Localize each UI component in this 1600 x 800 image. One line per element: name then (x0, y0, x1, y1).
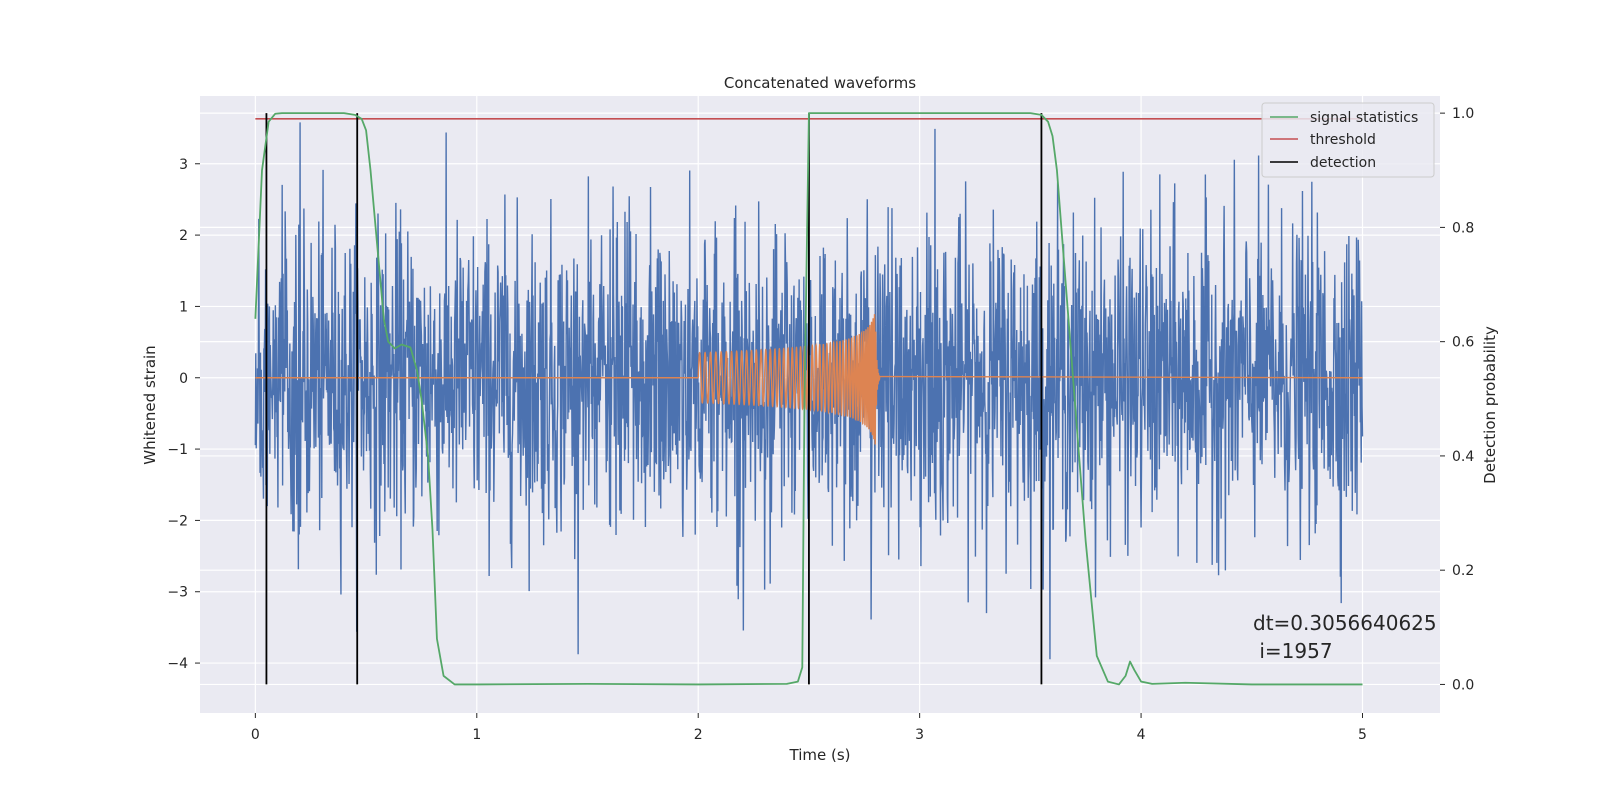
y-tick-label: −2 (167, 513, 188, 529)
chart-title: Concatenated waveforms (724, 74, 916, 92)
annotation-dt: dt=0.3056640625 (1253, 611, 1437, 635)
y2-tick-label: 0.4 (1452, 449, 1474, 465)
y2-tick-label: 0.2 (1452, 563, 1474, 579)
x-tick-label: 5 (1358, 727, 1367, 743)
x-axis-label: Time (s) (789, 746, 851, 764)
signal-statistics-line (254, 112, 1363, 686)
y2-tick-label: 0.0 (1452, 677, 1474, 693)
x-tick-label: 1 (472, 727, 481, 743)
legend: signal statistics threshold detection (1261, 102, 1435, 178)
y-tick-label: 1 (179, 299, 188, 315)
y2-tick-label: 1.0 (1452, 106, 1474, 122)
annotation-i: i=1957 (1253, 639, 1333, 663)
y-tick-label: −3 (167, 585, 188, 601)
x-tick-label: 2 (694, 727, 703, 743)
y-tick-label: 0 (179, 371, 188, 387)
x-tick-label: 3 (915, 727, 924, 743)
legend-label-signal-statistics: signal statistics (1310, 110, 1418, 126)
x-tick-label: 4 (1137, 727, 1146, 743)
y-tick-label: −4 (167, 656, 188, 672)
x-tick-label: 0 (251, 727, 260, 743)
y-tick-label: 2 (179, 228, 188, 244)
series-right-axis (254, 112, 1363, 686)
y2-tick-label: 0.6 (1452, 335, 1474, 351)
legend-label-threshold: threshold (1310, 132, 1376, 148)
chirp-line (255, 314, 1363, 445)
y2-axis-label: Detection probability (1481, 326, 1499, 484)
y2-tick-label: 0.8 (1452, 220, 1474, 236)
y-axis-label: Whitened strain (141, 345, 159, 464)
series-injected-chirp (255, 314, 1363, 445)
ticks: 0 1 2 3 4 5 −4 −3 −2 −1 0 1 2 3 0.0 0.2 0.4 0.6 0.8 1.0 (167, 106, 1474, 743)
y-tick-label: 3 (179, 157, 188, 173)
legend-box (1261, 102, 1435, 178)
legend-label-detection: detection (1310, 155, 1376, 171)
y-tick-label: −1 (167, 442, 188, 458)
